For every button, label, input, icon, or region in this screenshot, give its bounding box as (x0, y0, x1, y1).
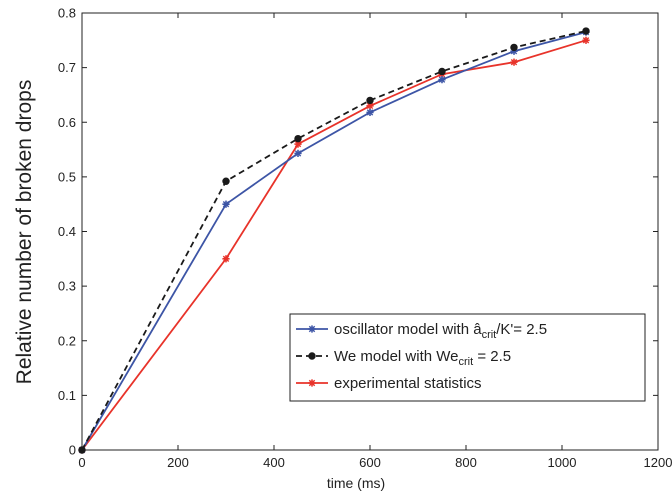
y-tick-label: 0.8 (58, 6, 76, 21)
x-tick-label: 1200 (644, 455, 672, 470)
legend-marker (308, 325, 316, 333)
legend-entry: experimental statistics (296, 375, 482, 392)
data-point-part (222, 255, 230, 263)
legend-label: We model with Wecrit = 2.5 (334, 348, 511, 368)
x-tick-label: 0 (78, 455, 85, 470)
data-point-part (582, 37, 590, 44)
data-point-part (366, 109, 374, 116)
data-point (510, 58, 518, 66)
data-point (366, 96, 374, 105)
legend-marker-part (308, 379, 316, 387)
x-tick-label: 600 (359, 455, 381, 470)
y-tick-label: 0.1 (58, 388, 76, 403)
x-axis-label: time (ms) (327, 475, 385, 491)
legend-marker (308, 379, 316, 387)
data-point-part (294, 150, 302, 157)
legend-entry: oscillator model with âcrit/K'= 2.5 (296, 321, 547, 341)
data-point (222, 255, 230, 263)
x-tick-label: 1000 (548, 455, 577, 470)
data-point-part (510, 58, 518, 66)
data-point (438, 76, 446, 84)
legend-label: experimental statistics (334, 375, 482, 392)
series-layer (78, 27, 590, 454)
y-tick-label: 0 (69, 443, 76, 458)
data-point (582, 27, 590, 35)
x-tick-label: 400 (263, 455, 285, 470)
x-tick-label: 800 (455, 455, 477, 470)
data-point-part (222, 200, 230, 208)
y-tick-label: 0.6 (58, 115, 76, 130)
data-point (294, 149, 302, 157)
y-axis-label: Relative number of broken drops (13, 80, 36, 385)
y-tick-label: 0.5 (58, 169, 76, 184)
legend-label: oscillator model with âcrit/K'= 2.5 (334, 321, 547, 341)
x-tick-label: 200 (167, 455, 189, 470)
data-point (222, 177, 230, 185)
y-tick-label: 0.2 (58, 333, 76, 348)
legend: oscillator model with âcrit/K'= 2.5 We mo… (289, 313, 646, 402)
data-point (510, 43, 518, 52)
data-point-part (366, 102, 374, 110)
series-1 (78, 27, 590, 454)
data-point (366, 108, 374, 117)
legend-marker-part (308, 325, 316, 333)
data-point (294, 134, 302, 143)
data-point (78, 446, 86, 454)
y-tick-label: 0.7 (58, 60, 76, 75)
legend-entry: We model with Wecrit = 2.5 (296, 348, 511, 368)
data-point (222, 200, 230, 208)
data-point (294, 140, 302, 148)
y-tick-label: 0.3 (58, 279, 76, 294)
legend-box (289, 313, 646, 402)
legend-marker (308, 352, 316, 360)
data-point-part (294, 140, 302, 148)
data-point-part (438, 76, 446, 83)
data-point (582, 36, 590, 44)
y-tick-label: 0.4 (58, 224, 76, 239)
data-point (438, 67, 446, 76)
